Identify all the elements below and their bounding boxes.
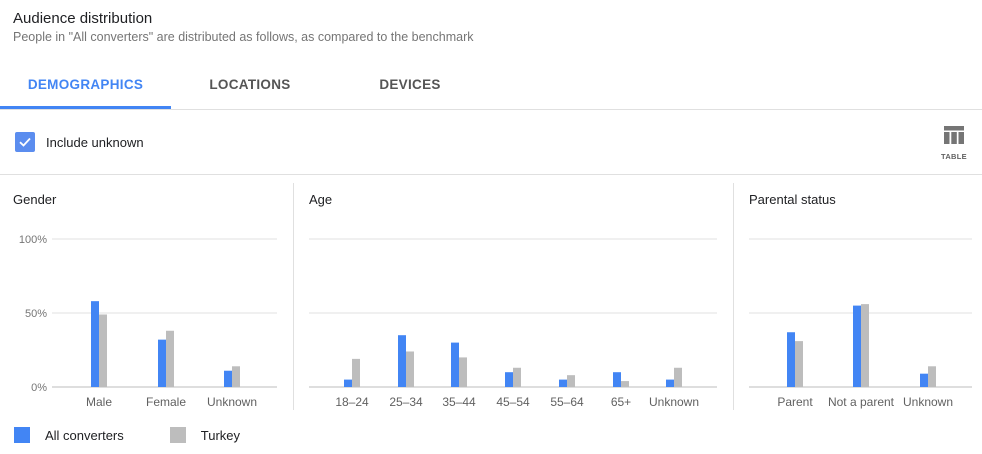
legend-label-all-converters: All converters [45, 427, 124, 443]
y-tick-label: 50% [25, 308, 47, 320]
x-tick-label: Parent [777, 395, 813, 409]
bar-turkey [406, 351, 414, 387]
x-tick-label: Unknown [649, 395, 699, 409]
bar-all-converters [920, 373, 928, 387]
x-tick-label: Female [146, 395, 186, 409]
bar-turkey [513, 367, 521, 387]
tab-locations[interactable]: LOCATIONS [209, 77, 291, 92]
tab-demographics[interactable]: DEMOGRAPHICS [27, 77, 144, 92]
bar-turkey [928, 366, 936, 387]
toolbar-divider [0, 174, 982, 175]
bar-all-converters [853, 305, 861, 387]
bar-all-converters [224, 370, 232, 387]
chart-title: Parental status [749, 192, 836, 207]
bar-turkey [795, 341, 803, 387]
chart-title: Gender [13, 192, 57, 207]
x-tick-label: 45–54 [496, 395, 530, 409]
y-tick-label: 0% [31, 382, 47, 394]
table-view-label: TABLE [941, 152, 967, 161]
bar-all-converters [559, 379, 567, 387]
bar-all-converters [666, 379, 674, 387]
include-unknown-label: Include unknown [46, 134, 144, 150]
bar-turkey [567, 375, 575, 387]
bar-all-converters [344, 379, 352, 387]
include-unknown-checkbox[interactable] [15, 132, 35, 152]
panel-divider-1 [293, 183, 294, 410]
bar-turkey [674, 367, 682, 387]
x-tick-label: Unknown [903, 395, 953, 409]
panel-divider-2 [733, 183, 734, 410]
bar-turkey [99, 314, 107, 387]
x-tick-label: Male [86, 395, 112, 409]
panel-title: Audience distribution [13, 10, 153, 27]
bar-all-converters [451, 342, 459, 387]
legend-swatch-turkey [169, 427, 186, 443]
bar-turkey [459, 357, 467, 387]
x-tick-label: Not a parent [828, 395, 895, 409]
chart-legend: All converters Turkey [14, 426, 286, 444]
legend-label-turkey: Turkey [200, 427, 240, 443]
include-unknown-row: Include unknown [15, 132, 144, 152]
bar-turkey [621, 381, 629, 387]
y-tick-label: 100% [19, 234, 47, 246]
bar-turkey [232, 366, 240, 387]
x-tick-label: 35–44 [442, 395, 476, 409]
bar-all-converters [158, 339, 166, 387]
x-tick-label: 65+ [611, 395, 631, 409]
bar-all-converters [91, 301, 99, 387]
tab-bar: DEMOGRAPHICS LOCATIONS DEVICES [0, 62, 982, 110]
bar-all-converters [398, 335, 406, 387]
tab-devices[interactable]: DEVICES [379, 77, 441, 92]
table-view-button[interactable]: TABLE [938, 125, 970, 161]
audience-charts: Gender 0% 50% 100% Male Female Unknown Age 18–24… [13, 192, 972, 409]
bar-all-converters [505, 372, 513, 387]
legend-swatch-all-converters [14, 427, 30, 443]
bar-all-converters [613, 372, 621, 387]
x-tick-label: 55–64 [550, 395, 584, 409]
bar-turkey [861, 304, 869, 387]
x-tick-label: 18–24 [335, 395, 369, 409]
chart-title: Age [309, 192, 332, 207]
table-icon [944, 126, 964, 144]
bar-all-converters [787, 332, 795, 387]
bar-turkey [166, 330, 174, 387]
x-tick-label: Unknown [207, 395, 257, 409]
checkmark-icon [19, 137, 31, 147]
panel-subtitle: People in "All converters" are distribut… [13, 30, 474, 44]
active-tab-indicator [0, 106, 171, 109]
x-tick-label: 25–34 [389, 395, 423, 409]
bar-turkey [352, 358, 360, 387]
